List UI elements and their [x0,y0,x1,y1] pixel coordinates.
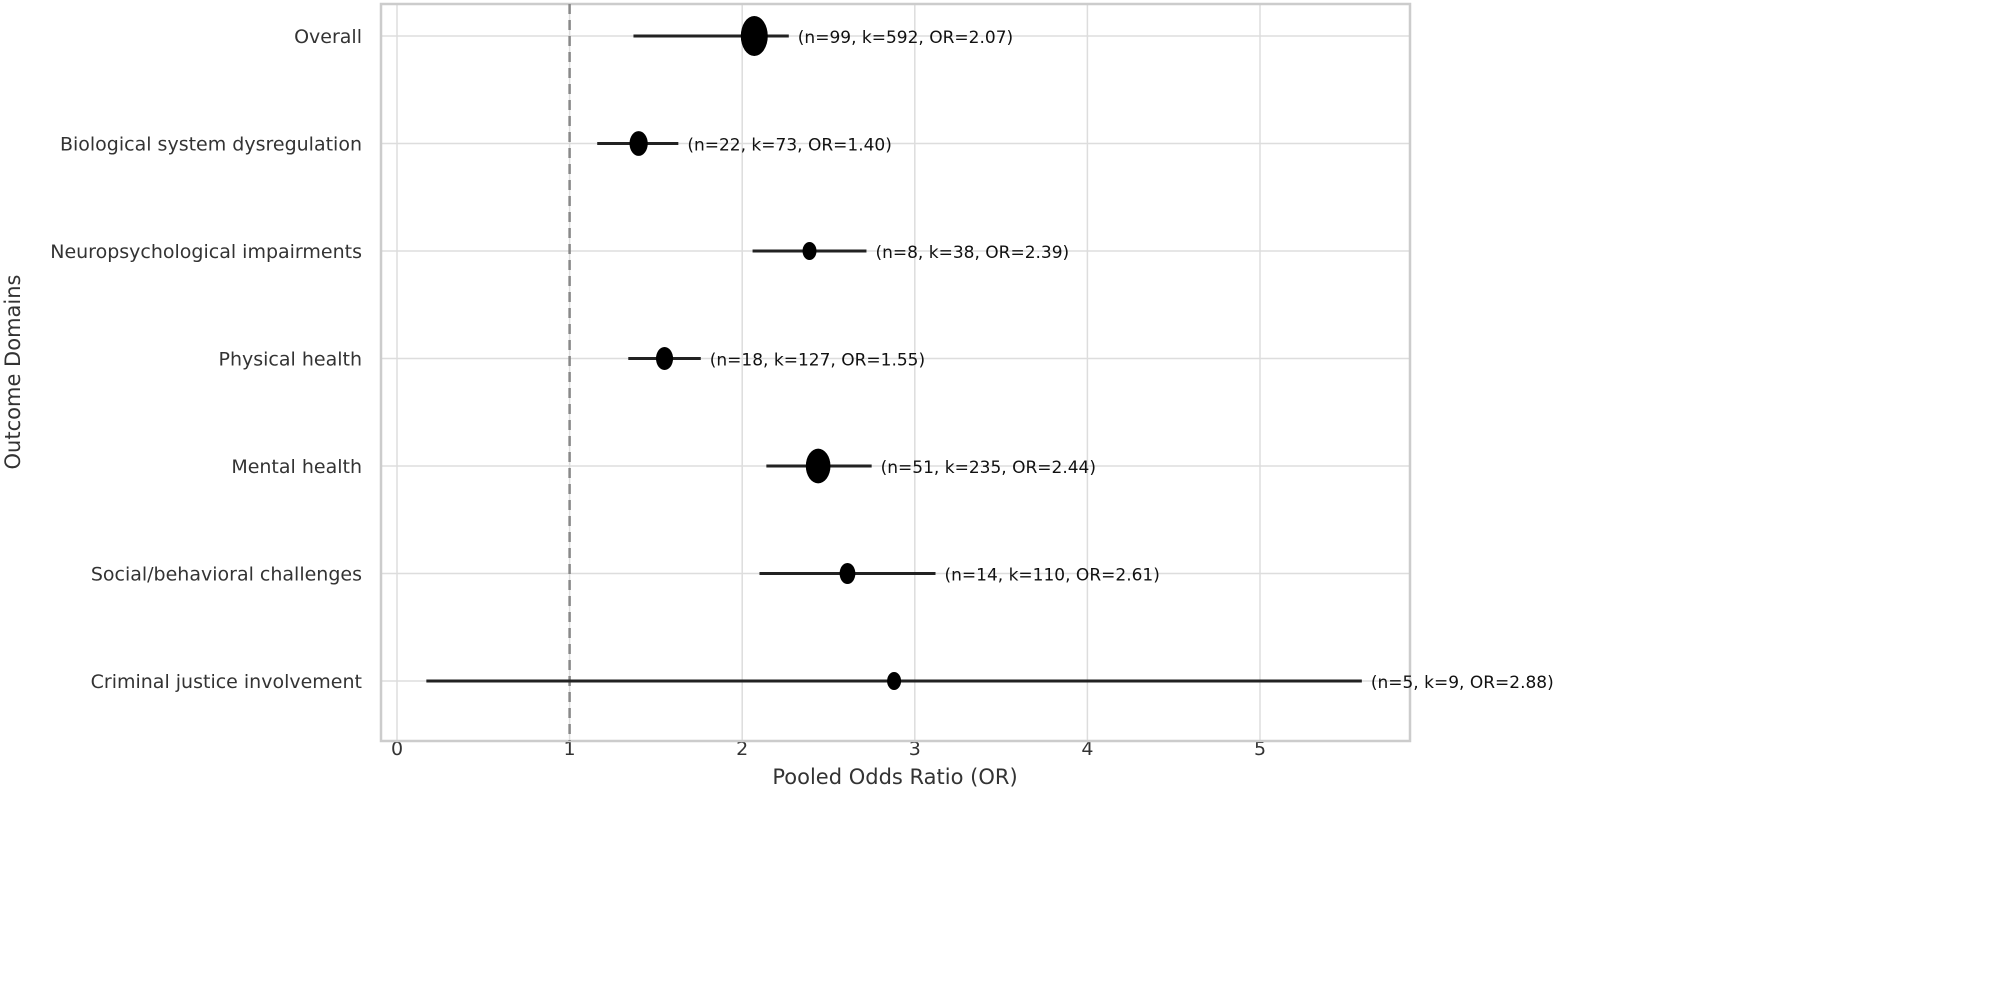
point-estimate [805,448,831,484]
y-tick-label: Neuropsychological impairments [50,241,362,263]
point-estimate [839,562,856,585]
point-estimate [802,242,817,260]
x-tick-label: 4 [1081,738,1093,760]
annotation-label: (n=8, k=38, OR=2.39) [875,243,1069,263]
annotation-label: (n=99, k=592, OR=2.07) [798,28,1013,48]
marks: (n=99, k=592, OR=2.07) (n=22, k=73, OR=1.… [426,4,1554,741]
y-tick-label: Mental health [231,456,362,478]
x-tick-label: 5 [1254,738,1266,760]
annotation-label: (n=14, k=110, OR=2.61) [945,566,1160,586]
y-tick-label: Social/behavioral challenges [91,564,362,586]
annotation-label: (n=51, k=235, OR=2.44) [881,458,1096,478]
annotation-label: (n=22, k=73, OR=1.40) [687,136,892,156]
point-estimate [740,16,768,56]
annotation-label: (n=5, k=9, OR=2.88) [1371,673,1554,693]
annotation-label: (n=18, k=127, OR=1.55) [710,351,925,371]
y-tick-label: Physical health [219,349,362,371]
point-estimate [655,346,674,371]
plot-frame [379,2,1412,743]
grid: 0 1 2 3 4 5 Overall Biological system dysregula… [50,4,1410,760]
x-tick-label: 3 [909,738,921,760]
point-estimate [887,672,902,690]
x-tick-label: 0 [391,738,403,760]
y-tick-label: Criminal justice involvement [91,671,362,693]
point-estimate [629,131,648,156]
y-axis-label: Outcome Domains [1,275,25,470]
x-tick-label: 1 [564,738,576,760]
x-tick-label: 2 [736,738,748,760]
y-tick-label: Overall [294,26,362,48]
x-axis-label: Pooled Odds Ratio (OR) [772,765,1017,789]
y-tick-label: Biological system dysregulation [60,134,362,156]
